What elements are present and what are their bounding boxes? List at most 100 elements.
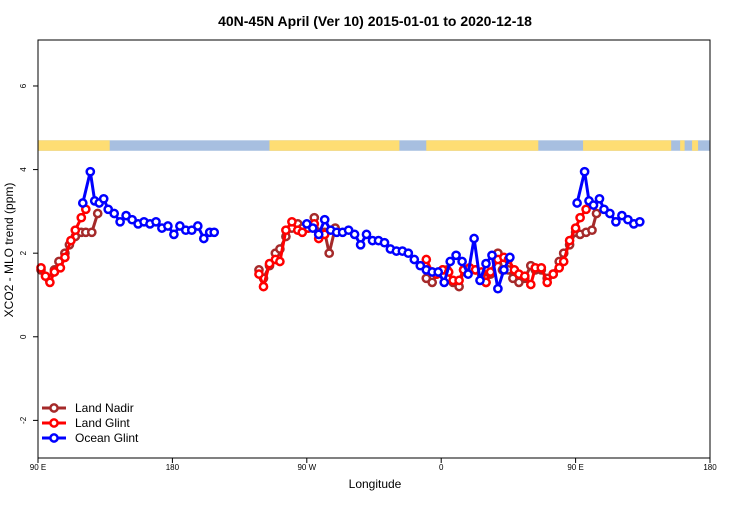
data-point-ocean-glint [409,254,420,265]
data-point-ocean-glint [439,277,450,288]
data-point-land-glint [287,216,297,227]
land-band-2 [426,140,539,151]
plot-border [37,39,711,459]
data-point-ocean-glint [115,216,125,227]
data-point-ocean-glint [433,267,444,277]
data-point-ocean-glint [611,216,621,227]
data-point-ocean-glint [209,227,220,238]
data-point-ocean-glint [579,166,590,177]
data-point-land-glint [254,269,264,279]
x-tick-label: 90 E [30,463,46,472]
data-point-ocean-glint [361,229,372,240]
data-point-land-glint [36,262,46,273]
data-point-ocean-glint [451,250,461,261]
data-point-land-glint [70,225,81,236]
data-point-ocean-glint [634,216,645,227]
data-point-ocean-glint [505,252,515,263]
data-point-land-glint [454,275,464,286]
data-point-ocean-glint [77,198,88,208]
data-point-land-glint [525,279,536,290]
data-point-ocean-glint [85,166,96,177]
data-point-ocean-glint [192,221,203,231]
data-point-ocean-glint [481,258,491,269]
data-point-ocean-glint [355,239,366,250]
legend-marker-ocean-glint [49,433,59,443]
data-point-land-glint [570,223,581,233]
data-point-ocean-glint [457,256,467,267]
legend-label-land-glint: Land Glint [75,416,130,430]
y-tick-label: 2 [19,250,28,255]
plot-area [38,40,710,458]
data-point-land-glint [421,254,432,265]
data-point-ocean-glint [493,283,503,294]
y-tick-label: 4 [19,167,28,172]
data-point-land-glint [564,235,575,246]
data-point-land-glint [66,235,76,246]
chart-title: 40N-45N April (Ver 10) 2015-01-01 to 202… [218,13,532,29]
data-point-land-glint [554,262,565,273]
data-point-ocean-glint [475,275,485,286]
data-point-land-glint [558,256,569,267]
data-point-ocean-glint [379,237,390,248]
data-point-ocean-glint [588,200,599,210]
data-point-ocean-glint [487,250,497,261]
data-point-land-nadir [427,277,438,288]
data-point-land-glint [275,256,285,267]
data-point-land-glint [258,281,269,292]
data-point-ocean-glint [463,269,473,279]
x-tick-label: 180 [166,463,180,472]
legend-label-land-nadir: Land Nadir [75,401,134,415]
data-point-land-glint [45,277,55,288]
land-band-4 [680,140,685,151]
data-point-land-glint [581,204,591,215]
data-point-ocean-glint [349,229,360,240]
x-tick-label: 180 [703,463,717,472]
data-point-land-glint [60,252,70,263]
data-point-ocean-glint [198,233,209,244]
data-point-ocean-glint [313,229,324,240]
data-point-ocean-glint [572,198,582,208]
data-point-land-nadir [324,248,335,259]
data-point-ocean-glint [605,208,615,219]
x-axis-label: Longitude [349,477,402,491]
x-tick-label: 90 E [567,463,583,472]
land-band-3 [583,140,672,151]
data-point-ocean-glint [499,265,509,275]
data-point-ocean-glint [403,248,414,259]
data-point-land-glint [55,262,66,273]
data-point-ocean-glint [98,193,109,204]
axes: 90 E 180 90 W 0 90 E 180 -2 0 2 4 6 [19,39,717,472]
data-point-land-glint [548,269,559,279]
y-tick-label: 0 [19,334,28,339]
data-point-land-glint [542,277,553,288]
legend-label-ocean-glint: Ocean Glint [75,431,139,445]
series-layer [36,166,645,294]
x-tick-label: 0 [439,463,444,472]
land-band-1 [269,140,400,151]
data-point-ocean-glint [594,193,605,204]
data-point-ocean-glint [169,229,179,240]
data-point-ocean-glint [319,214,330,225]
x-tick-label: 90 W [297,463,316,472]
data-point-land-glint [536,262,547,273]
data-point-ocean-glint [163,221,173,231]
data-point-land-nadir [86,227,97,238]
land-band-0 [38,140,110,151]
data-point-land-glint [575,212,585,223]
legend-marker-land-nadir [49,403,59,413]
y-axis-label: XCO2 - MLO trend (ppm) [2,183,16,318]
data-point-land-nadir [587,225,597,236]
data-point-land-nadir [92,208,103,219]
data-point-land-nadir [591,208,602,219]
data-point-ocean-glint [469,233,479,244]
data-point-land-glint [519,271,530,282]
data-point-ocean-glint [109,208,120,219]
land-band-5 [692,140,699,151]
data-point-ocean-glint [445,256,456,267]
legend-marker-land-glint [49,418,59,428]
y-tick-label: -2 [19,416,28,424]
data-point-land-glint [76,212,87,223]
